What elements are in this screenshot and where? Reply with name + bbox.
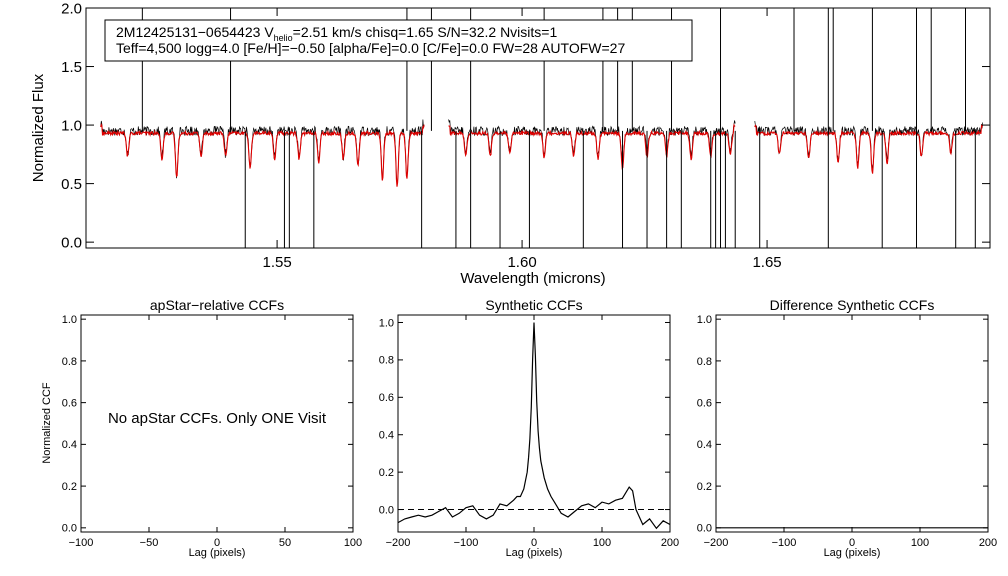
x-tick-label: 100	[911, 537, 929, 549]
x-tick-label: −200	[704, 537, 729, 549]
difference-ccf-title: Difference Synthetic CCFs	[770, 297, 935, 313]
spectrum-axes: 1.55 1.60 1.65 0.0 0.5 1.0 1.5 2.0	[61, 0, 990, 271]
y-tick-label: 1.0	[61, 117, 82, 134]
y-tick-label: 1.0	[697, 314, 712, 326]
x-tick-label: −100	[69, 537, 94, 549]
y-tick-label: 0.2	[62, 481, 77, 493]
model-spectrum-line	[448, 123, 736, 170]
annotation-stats: =2.51 km/s chisq=1.65 S/N=32.2 Nvisits=1	[293, 24, 558, 40]
model-spectrum-line	[754, 124, 984, 174]
synthetic-ccf-plot-area	[397, 322, 671, 530]
spectrum-annotation-line-2: Teff=4,500 logg=4.0 [Fe/H]=−0.50 [alpha/…	[116, 40, 625, 56]
synthetic-ccf-panel: −200 −100 0 100 200 0.0 0.2 0.4 0.6 0.8 1.0 Synthe…	[379, 297, 679, 559]
y-tick-label: 1.0	[62, 314, 77, 326]
spectrum-ylabel: Normalized Flux	[30, 73, 47, 182]
model-spectrum-line	[100, 123, 425, 187]
synthetic-ccf-line	[397, 322, 671, 530]
y-tick-label: 0.4	[62, 439, 77, 451]
y-tick-label: 0.5	[61, 176, 82, 193]
x-tick-label: −100	[454, 537, 479, 549]
apstar-ccf-axes: −100 −50 0 50 100 0.0 0.2 0.4 0.6 0.8 1.0	[62, 314, 362, 549]
apstar-ccf-ylabel: Normalized CCF	[41, 382, 53, 464]
y-tick-label: 0.2	[379, 467, 394, 479]
no-visits-message: No apStar CCFs. Only ONE Visit	[108, 410, 327, 427]
y-tick-label: 1.5	[61, 59, 82, 76]
spectrum-frame	[85, 7, 991, 249]
difference-ccf-frame	[715, 314, 989, 533]
y-tick-label: 0.8	[697, 356, 712, 368]
y-tick-label: 0.6	[62, 397, 77, 409]
x-tick-label: −50	[140, 537, 159, 549]
y-tick-label: 2.0	[61, 0, 82, 17]
y-tick-label: 0.6	[697, 397, 712, 409]
y-tick-label: 0.0	[697, 523, 712, 535]
x-tick-label: 1.65	[752, 254, 781, 271]
vhelio-symbol: V	[264, 24, 274, 40]
spectrum-panel: 1.55 1.60 1.65 0.0 0.5 1.0 1.5 2.0 2M12425131−0…	[30, 0, 991, 287]
x-tick-label: 100	[344, 537, 362, 549]
difference-ccf-axes: −200 −100 0 100 200 0.0 0.2 0.4 0.6 0.8 1.0	[697, 314, 997, 549]
x-tick-label: 1.60	[507, 254, 536, 271]
difference-ccf-xlabel: Lag (pixels)	[824, 547, 881, 559]
x-tick-label: 1.55	[262, 254, 291, 271]
synthetic-ccf-title: Synthetic CCFs	[485, 297, 582, 313]
apstar-ccf-xlabel: Lag (pixels)	[189, 547, 246, 559]
y-tick-label: 0.0	[62, 523, 77, 535]
x-tick-label: 100	[593, 537, 611, 549]
apstar-ccf-panel: −100 −50 0 50 100 0.0 0.2 0.4 0.6 0.8 1.0 apStar−r…	[41, 297, 362, 559]
x-tick-label: 0	[214, 537, 220, 549]
y-tick-label: 0.8	[379, 355, 394, 367]
y-tick-label: 0.4	[697, 439, 712, 451]
apstar-ccf-title: apStar−relative CCFs	[150, 297, 284, 313]
x-tick-label: −200	[386, 537, 411, 549]
synthetic-ccf-xlabel: Lag (pixels)	[506, 547, 563, 559]
difference-ccf-panel: −200 −100 0 100 200 0.0 0.2 0.4 0.6 0.8 1.0 Differ…	[697, 297, 997, 559]
x-tick-label: 0	[531, 537, 537, 549]
y-tick-label: 0.6	[379, 392, 394, 404]
y-tick-label: 0.8	[62, 356, 77, 368]
spectrum-annotation-line-1: 2M12425131−0654423 Vhelio=2.51 km/s chis…	[116, 24, 557, 43]
y-tick-label: 0.0	[379, 504, 394, 516]
observed-spectrum-line	[100, 119, 425, 184]
vhelio-subscript: helio	[274, 33, 293, 43]
y-tick-label: 0.2	[697, 481, 712, 493]
x-tick-label: 0	[849, 537, 855, 549]
synthetic-ccf-axes: −200 −100 0 100 200 0.0 0.2 0.4 0.6 0.8 1.0	[379, 315, 679, 549]
x-tick-label: 200	[979, 537, 997, 549]
y-tick-label: 0.4	[379, 430, 394, 442]
synthetic-ccf-frame	[397, 314, 671, 533]
spectrum-annotation-box	[104, 19, 693, 62]
spectrum-xlabel: Wavelength (microns)	[460, 270, 605, 287]
y-tick-label: 1.0	[379, 317, 394, 329]
x-tick-label: −100	[772, 537, 797, 549]
y-tick-label: 0.0	[61, 234, 82, 251]
x-tick-label: 200	[661, 537, 679, 549]
x-tick-label: 50	[279, 537, 291, 549]
observed-spectrum-line	[754, 121, 984, 170]
star-id: 2M12425131−0654423	[116, 24, 261, 40]
